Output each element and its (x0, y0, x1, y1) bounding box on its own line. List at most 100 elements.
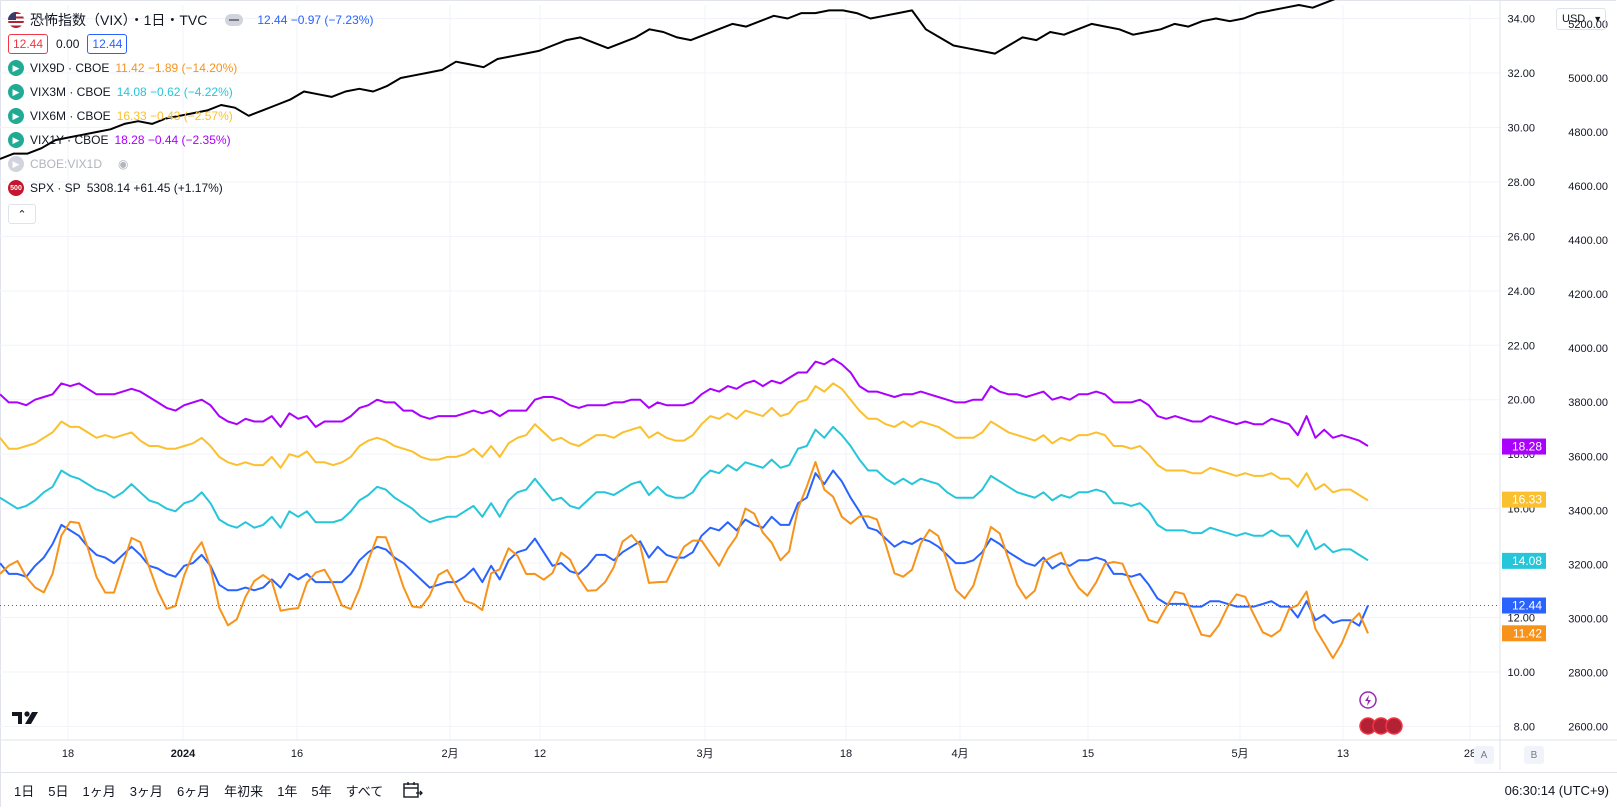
time-tick: 4月 (951, 748, 968, 760)
time-tick: 13 (1337, 748, 1349, 760)
time-tick: 15 (1082, 748, 1094, 760)
left-scale-tick: 8.00 (1514, 721, 1535, 733)
time-tick: 2月 (441, 748, 458, 760)
price-box-row: 12.44 0.00 12.44 (8, 32, 373, 56)
price-box-spread: 0.00 (56, 37, 80, 51)
collapse-legend-button[interactable]: ⌃ (8, 204, 36, 224)
time-tick: 3月 (696, 748, 713, 760)
last-value-badge (1502, 491, 1546, 508)
symbol-title[interactable]: 恐怖指数（VIX）・1日・TVC (30, 12, 208, 28)
chart-canvas[interactable]: 34.00 32.00 30.00 28.00 26.00 24.00 22.00 20.00… (0, 0, 1617, 772)
range-button[interactable]: 1年 (277, 783, 298, 799)
economic-event-flag-icon (1385, 717, 1403, 735)
eye-hidden-icon[interactable]: ◉ (118, 157, 129, 171)
legend-symbol: VIX9D · CBOE (30, 61, 110, 75)
currency-label: USD (1562, 13, 1586, 25)
legend-row[interactable]: ▶ VIX1Y · CBOE 18.28 −0.44 (−2.35%) (8, 128, 373, 152)
right-scale-tick: 5200.00 (1568, 19, 1608, 31)
time-tick: 18 (62, 748, 74, 760)
lightning-bolt-icon (1365, 695, 1371, 706)
time-axis: 18 2024 16 2月 12 3月 18 4月 15 5月 13 28 (62, 748, 1476, 760)
legend-row[interactable]: ▶ VIX9D · CBOE 11.42 −1.89 (−14.20%) (8, 56, 373, 80)
legend-symbol: VIX3M · CBOE (30, 85, 111, 99)
legend-value: 18.28 −0.44 (−2.35%) (114, 133, 231, 147)
tradingview-logo-icon (12, 711, 38, 724)
right-scale-tick: 2800.00 (1568, 667, 1608, 679)
calendar-range-icon[interactable] (403, 781, 424, 799)
series-line-vix6m (0, 382, 1369, 502)
time-tick: 28 (1464, 748, 1476, 760)
right-scale-tick: 4600.00 (1568, 181, 1608, 193)
right-scale-tick: 3400.00 (1568, 505, 1608, 517)
legend-row[interactable]: ▶ VIX6M · CBOE 16.33 −0.43 (−2.57%) (8, 104, 373, 128)
left-scale-tick: 22.00 (1507, 340, 1535, 352)
legend-symbol: VIX6M · CBOE (30, 109, 111, 123)
axis-mode-a-button[interactable]: A (1474, 746, 1494, 764)
time-tick: 16 (291, 748, 303, 760)
legend-row[interactable]: ▶ VIX3M · CBOE 14.08 −0.62 (−4.22%) (8, 80, 373, 104)
symbol-title-row[interactable]: 恐怖指数（VIX）・1日・TVC 12.44 −0.97 (−7.23%) (8, 8, 373, 32)
right-scale-tick: 4200.00 (1568, 289, 1608, 301)
axis-mode-b-button[interactable]: B (1524, 746, 1544, 764)
series-line-vix9d (0, 461, 1369, 660)
symbol-change: 12.44 −0.97 (−7.23%) (257, 13, 374, 27)
cboe-logo-icon: ▶ (8, 108, 24, 124)
time-tick: 18 (840, 748, 852, 760)
left-scale-tick: 24.00 (1507, 286, 1535, 298)
last-value-text: 14.08 (1512, 554, 1542, 568)
right-scale-tick: 3200.00 (1568, 559, 1608, 571)
last-value-badge (1502, 438, 1546, 455)
currency-select[interactable]: USD ▼ (1556, 8, 1606, 30)
clock-timezone[interactable]: 06:30:14 (UTC+9) (1504, 782, 1609, 798)
cboe-logo-icon: ▶ (8, 132, 24, 148)
left-scale-tick: 10.00 (1507, 667, 1535, 679)
right-scale-tick: 2600.00 (1568, 721, 1608, 733)
legend-symbol: SPX · SP (30, 181, 81, 195)
series-line-spx (0, 0, 1336, 160)
legend-value: 5308.14 +61.45 (+1.17%) (86, 181, 223, 195)
last-value-labels: 18.28 16.33 14.08 12.44 11.42 (1359, 438, 1546, 735)
left-scale-tick: 30.00 (1507, 123, 1535, 135)
range-button[interactable]: すべて (345, 783, 384, 799)
left-scale-tick: 34.00 (1507, 14, 1535, 26)
legend-row[interactable]: ▶ CBOE:VIX1D ◉ (8, 152, 373, 176)
series-line-vix3m (0, 425, 1369, 562)
range-button[interactable]: 5日 (48, 783, 69, 799)
left-scale-tick: 28.00 (1507, 177, 1535, 189)
market-status-icon[interactable] (225, 14, 244, 26)
legend-symbol: CBOE:VIX1D (30, 157, 103, 171)
cboe-logo-icon: ▶ (8, 60, 24, 76)
price-box-open[interactable]: 12.44 (8, 34, 49, 54)
bottom-toolbar: 1日 5日 1ヶ月 3ヶ月 6ヶ月 年初来 1年 5年 すべて 06:30:14 (UTC+9) (0, 772, 1617, 807)
legend-row[interactable]: 500 SPX · SP 5308.14 +61.45 (+1.17%) (8, 176, 373, 200)
time-tick: 12 (534, 748, 546, 760)
right-scale-tick: 3800.00 (1568, 397, 1608, 409)
range-button[interactable]: 1ヶ月 (82, 783, 116, 799)
last-value-badge (1502, 552, 1546, 569)
left-scale-tick: 12.00 (1507, 613, 1535, 625)
right-scale-tick: 4000.00 (1568, 343, 1608, 355)
right-scale-tick: 3000.00 (1568, 613, 1608, 625)
range-button[interactable]: 3ヶ月 (129, 783, 163, 799)
last-value-badge (1502, 625, 1546, 642)
range-button[interactable]: 6ヶ月 (176, 783, 211, 799)
range-button[interactable]: 1日 (14, 783, 35, 799)
cboe-logo-icon: ▶ (8, 84, 24, 100)
range-button[interactable]: 年初来 (224, 783, 264, 799)
range-button[interactable]: 5年 (311, 783, 332, 799)
right-scale-tick: 4800.00 (1568, 127, 1608, 139)
legend-symbol: VIX1Y · CBOE (30, 133, 109, 147)
right-scale-tick: 5000.00 (1568, 73, 1608, 85)
legend: 恐怖指数（VIX）・1日・TVC 12.44 −0.97 (−7.23%) 12… (8, 8, 373, 224)
last-value-badge (1502, 597, 1546, 614)
left-scale-tick: 26.00 (1507, 231, 1535, 243)
cboe-logo-icon: ▶ (8, 156, 24, 172)
last-value-text: 18.28 (1512, 440, 1542, 454)
price-box-close[interactable]: 12.44 (87, 34, 128, 54)
right-scale-tick: 3600.00 (1568, 451, 1608, 463)
legend-value: 16.33 −0.43 (−2.57%) (116, 109, 233, 123)
last-value-text: 16.33 (1512, 493, 1542, 507)
last-value-text: 11.42 (1513, 626, 1542, 640)
left-scale-tick: 20.00 (1507, 395, 1535, 407)
